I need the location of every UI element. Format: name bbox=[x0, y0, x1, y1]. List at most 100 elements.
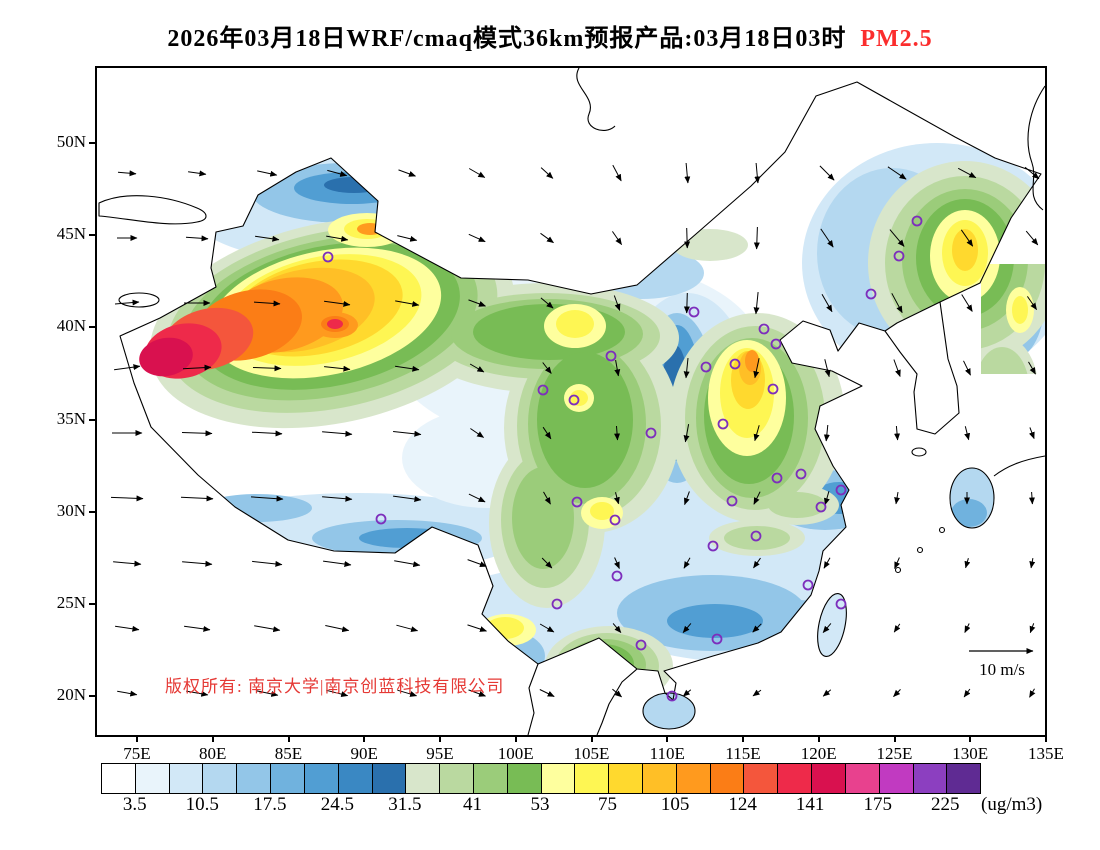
wind-arrow bbox=[110, 495, 144, 502]
wind-arrow bbox=[541, 557, 553, 569]
colorbar-cell bbox=[303, 764, 338, 793]
wind-arrow bbox=[397, 235, 418, 242]
wind-arrow bbox=[894, 557, 900, 569]
colorbar-cell bbox=[236, 764, 271, 793]
wind-arrow bbox=[539, 623, 555, 633]
station-marker bbox=[750, 530, 762, 542]
wind-arrow bbox=[396, 624, 419, 633]
lon-tick-mark bbox=[514, 736, 517, 742]
lon-tick-label: 75E bbox=[123, 744, 151, 763]
title-pollutant-label: PM2.5 bbox=[860, 26, 933, 52]
colorbar-cell bbox=[743, 764, 778, 793]
pm25-contour-blob bbox=[590, 502, 614, 520]
wind-arrow bbox=[1026, 296, 1038, 311]
station-marker bbox=[571, 496, 583, 508]
pm25-contour-blob bbox=[572, 644, 634, 684]
wind-arrow bbox=[326, 235, 349, 242]
station-marker bbox=[729, 358, 741, 370]
station-marker bbox=[802, 579, 814, 591]
lon-tick-label: 120E bbox=[800, 744, 837, 763]
colorbar bbox=[101, 763, 981, 794]
wind-arrow bbox=[395, 365, 420, 372]
lake-issyk-kul bbox=[118, 292, 160, 308]
wind-arrow bbox=[894, 425, 901, 441]
wind-arrow bbox=[683, 292, 690, 314]
colorbar-cell bbox=[168, 764, 203, 793]
wind-arrow bbox=[1028, 491, 1035, 505]
wind-arrow bbox=[467, 559, 487, 568]
wind-arrow bbox=[115, 625, 140, 632]
wind-arrow bbox=[684, 227, 691, 249]
colorbar-tick-label: 17.5 bbox=[253, 794, 287, 815]
wind-arrow bbox=[257, 170, 278, 177]
lon-tick-label: 85E bbox=[274, 744, 303, 763]
colorbar-cell bbox=[134, 764, 169, 793]
wind-arrow bbox=[822, 689, 832, 697]
colorbar-cell bbox=[337, 764, 372, 793]
wind-arrow bbox=[398, 169, 416, 177]
pm25-contour-blob bbox=[745, 350, 759, 372]
lon-tick-mark bbox=[439, 736, 441, 742]
wind-arrow bbox=[468, 233, 486, 243]
wind-arrow bbox=[542, 362, 552, 374]
vietnam-coast bbox=[596, 668, 638, 735]
lon-tick-label: 95E bbox=[426, 744, 454, 763]
wind-arrow bbox=[1025, 230, 1039, 246]
colorbar-cell bbox=[202, 764, 237, 793]
station-marker bbox=[322, 251, 334, 263]
wind-arrow bbox=[182, 364, 212, 371]
colorbar-cell bbox=[405, 764, 440, 793]
wind-arrow bbox=[752, 689, 762, 697]
wind-arrow bbox=[753, 226, 760, 250]
wind-arrow bbox=[612, 688, 622, 698]
wind-arrow bbox=[184, 625, 211, 632]
station-marker bbox=[551, 598, 563, 610]
colorbar-cell bbox=[642, 764, 676, 793]
lat-tick-label: 45N bbox=[56, 224, 86, 244]
wind-arrow bbox=[824, 359, 831, 378]
wind-arrow bbox=[468, 299, 486, 307]
wind-arrow bbox=[117, 170, 137, 177]
wind-arrow bbox=[253, 300, 281, 307]
lon-tick-label: 135E bbox=[1028, 744, 1064, 763]
wind-arrow bbox=[753, 358, 760, 379]
station-marker bbox=[568, 394, 580, 406]
wind-arrow bbox=[684, 162, 691, 184]
wind-arrow bbox=[393, 495, 422, 502]
wind-arrow bbox=[684, 491, 690, 506]
wind-arrow bbox=[1024, 166, 1040, 180]
wind-arrow bbox=[539, 689, 555, 697]
wind-arrow bbox=[614, 557, 620, 569]
kyushu-island bbox=[949, 467, 995, 529]
colorbar-cell bbox=[371, 764, 406, 793]
colorbar-tick-label: 10.5 bbox=[185, 794, 219, 815]
colorbar-tick-label: 24.5 bbox=[320, 794, 354, 815]
wind-arrow bbox=[957, 167, 977, 179]
colorbar-cell bbox=[675, 764, 710, 793]
colorbar-cell bbox=[472, 764, 507, 793]
wind-arrow bbox=[887, 166, 907, 180]
lon-tick-mark bbox=[742, 736, 744, 742]
pm25-contour-blob bbox=[556, 310, 594, 338]
station-marker bbox=[635, 639, 647, 651]
station-marker bbox=[645, 427, 657, 439]
colorbar-cell bbox=[506, 764, 541, 793]
lon-tick-label: 110E bbox=[649, 744, 685, 763]
pm25-contour-blob bbox=[202, 494, 312, 522]
pm25-contour-blob bbox=[139, 337, 193, 377]
pm25-contour-blob bbox=[643, 693, 695, 729]
wind-arrow bbox=[613, 295, 621, 311]
station-markers-layer bbox=[322, 215, 923, 702]
wind-arrow bbox=[820, 228, 834, 248]
lon-tick-mark bbox=[817, 736, 820, 742]
wind-arrow bbox=[467, 624, 487, 632]
wind-arrow bbox=[964, 426, 971, 441]
pm25-contour-blob bbox=[667, 604, 763, 638]
colorbar-units-label: (ug/m3) bbox=[981, 794, 1043, 815]
lat-tick-mark bbox=[89, 418, 95, 421]
wind-arrow bbox=[682, 623, 692, 633]
station-marker bbox=[605, 350, 617, 362]
wind-arrow bbox=[752, 623, 762, 633]
amur-river bbox=[576, 68, 616, 131]
